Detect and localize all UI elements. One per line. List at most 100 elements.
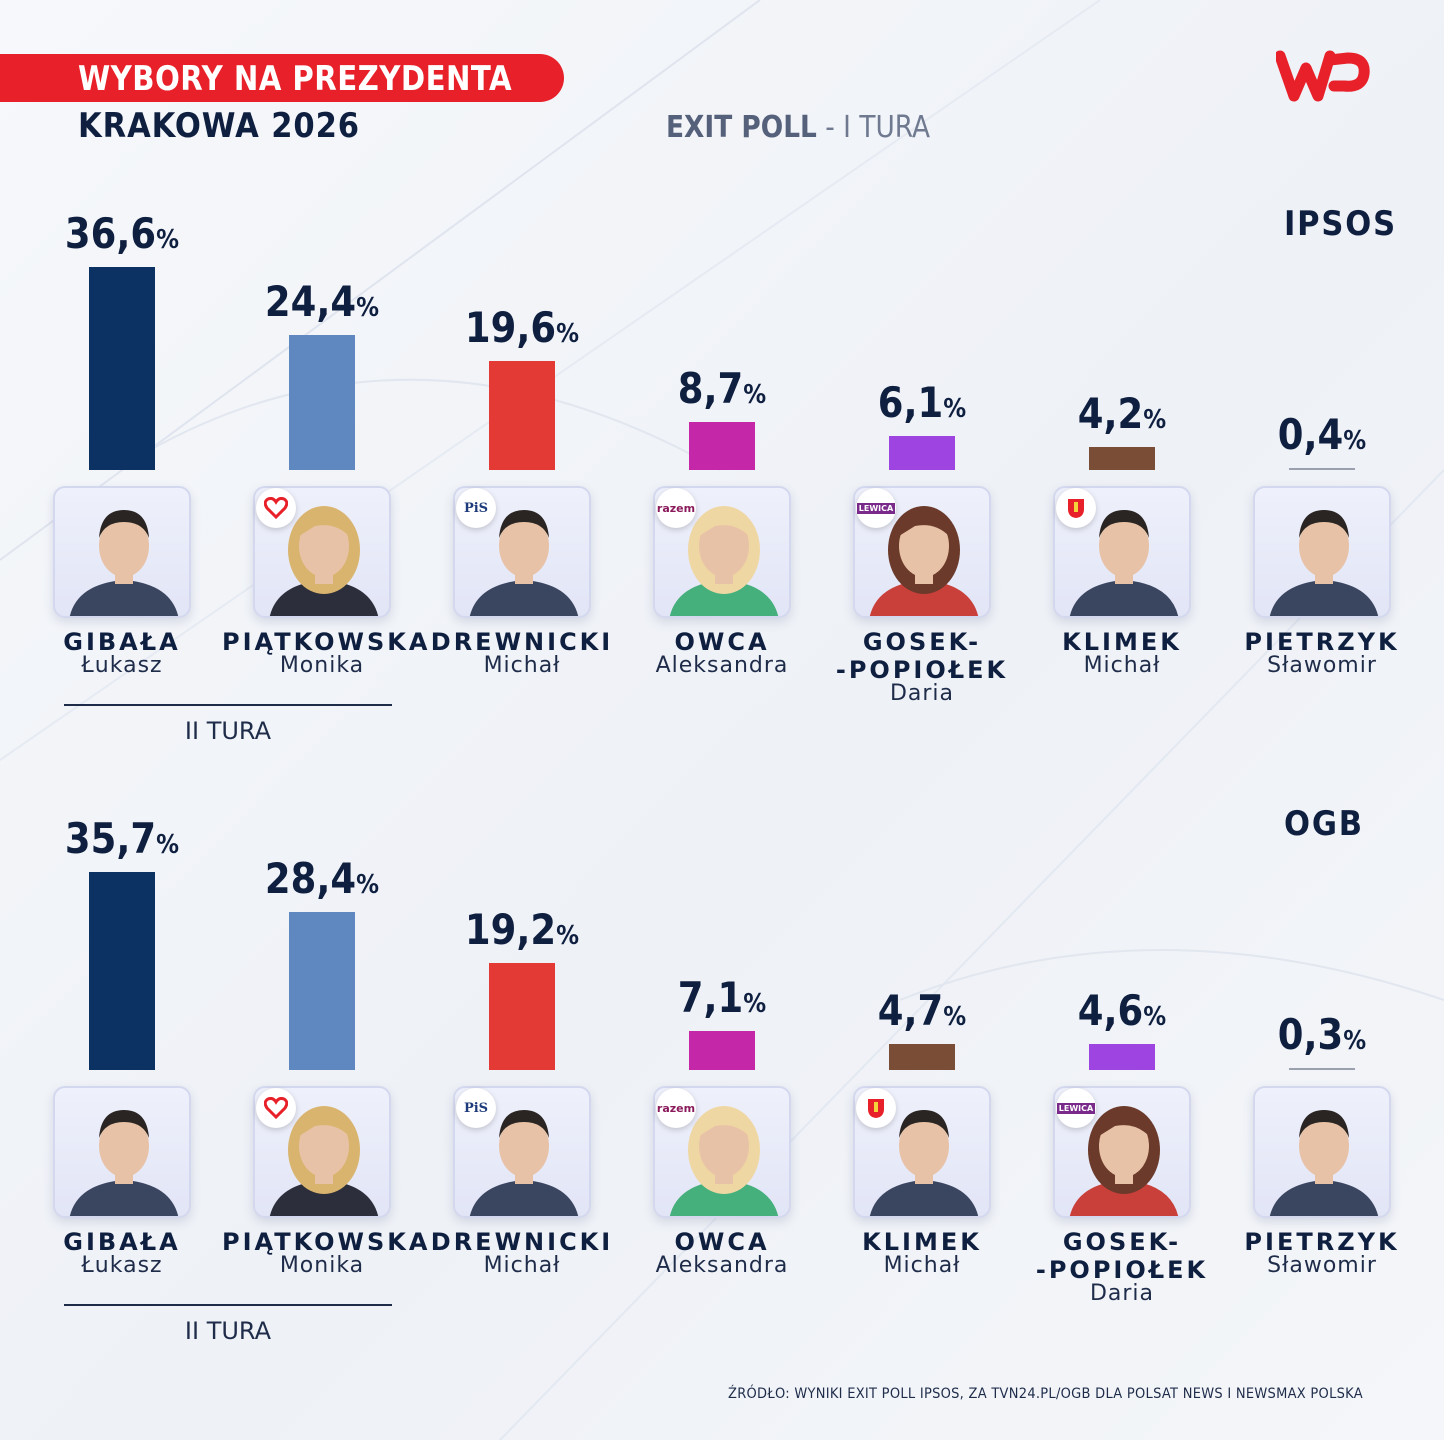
value-label: 4,2% <box>1034 389 1210 439</box>
party-logo-icon: LEWICA <box>856 488 896 528</box>
candidate-photo <box>1253 486 1391 618</box>
value-label: 0,3% <box>1234 1010 1410 1060</box>
party-logo-icon <box>856 1088 896 1128</box>
party-logo-icon: PiS <box>456 488 496 528</box>
title-banner <box>0 54 564 102</box>
pollster-ipsos: IPSOS <box>1284 204 1397 244</box>
bar <box>89 266 155 470</box>
candidate-firstname: Sławomir <box>1267 653 1377 678</box>
source-note: ŹRÓDŁO: WYNIKI EXIT POLL IPSOS, ZA TVN24… <box>728 1386 1363 1402</box>
percent-sign: % <box>943 1001 967 1032</box>
candidate-column: 28,4% PIĄTKOWSKA Monika <box>222 600 427 1278</box>
bar <box>489 361 555 470</box>
value-number: 36,6 <box>64 208 157 258</box>
subtitle-light: - I TURA <box>816 110 931 145</box>
candidate-surname: OWCA <box>674 1228 770 1256</box>
value-number: 4,6 <box>1077 986 1144 1036</box>
percent-sign: % <box>743 988 767 1019</box>
value-label: 28,4% <box>234 854 410 904</box>
bar <box>1289 467 1355 470</box>
candidate-firstname: Monika <box>279 1253 365 1278</box>
value-label: 36,6% <box>34 209 210 259</box>
candidate-column: 19,6% PiS DREWNICKI Michał <box>422 0 622 678</box>
value-label: 4,7% <box>834 986 1010 1036</box>
candidate-surname: PIETRZYK <box>1244 1228 1400 1256</box>
candidate-firstname: Łukasz <box>81 1253 163 1278</box>
percent-sign: % <box>156 829 180 860</box>
candidate-firstname: Aleksandra <box>655 653 789 678</box>
candidate-column: 8,7% razem OWCA Aleksandra <box>622 0 822 678</box>
party-logo-icon: LEWICA <box>1056 1088 1096 1128</box>
value-label: 19,6% <box>434 303 610 353</box>
runoff-label: II TURA <box>184 1317 272 1345</box>
candidate-firstname: Michał <box>483 653 561 678</box>
runoff-divider <box>64 1304 392 1306</box>
party-logo-icon <box>256 1088 296 1128</box>
candidate-surname: PIĄTKOWSKA <box>222 1228 431 1256</box>
candidate-column: 24,4% PIĄTKOWSKA Monika <box>222 0 427 678</box>
value-number: 35,7 <box>64 813 157 863</box>
candidate-firstname: Sławomir <box>1267 1253 1377 1278</box>
runoff-label: II TURA <box>184 717 272 745</box>
value-number: 6,1 <box>877 378 944 428</box>
candidate-firstname: Michał <box>1083 653 1161 678</box>
party-logo-icon <box>256 488 296 528</box>
candidate-surname: OWCA <box>674 628 770 656</box>
candidate-photo <box>53 1086 191 1218</box>
percent-sign: % <box>1343 1026 1367 1056</box>
candidate-column: 19,2% PiS DREWNICKI Michał <box>422 600 622 1278</box>
candidate-column: 7,1% razem OWCA Aleksandra <box>622 600 822 1278</box>
percent-sign: % <box>356 292 380 323</box>
candidate-photo <box>1053 486 1191 618</box>
party-logo-icon: razem <box>656 488 696 528</box>
chart-ogb: 35,7% GIBAŁA Łukasz 28,4% PIĄTKOWSKA Monika 19… <box>0 600 1444 1345</box>
percent-sign: % <box>156 224 180 255</box>
candidate-column: 35,7% GIBAŁA Łukasz <box>22 600 222 1278</box>
party-logo-icon <box>1056 488 1096 528</box>
value-label: 7,1% <box>634 973 810 1023</box>
candidate-column: 4,2% KLIMEK Michał <box>1022 0 1222 678</box>
bar <box>889 436 955 470</box>
candidate-photo <box>853 486 991 618</box>
page-title: WYBORY NA PREZYDENTA <box>78 59 513 99</box>
chart-ipsos: 36,6% GIBAŁA Łukasz 24,4% PIĄTKOWSKA Monika 19… <box>0 0 1444 745</box>
value-label: 8,7% <box>634 364 810 414</box>
value-label: 19,2% <box>434 905 610 955</box>
bar <box>289 912 355 1070</box>
value-number: 19,2 <box>464 905 557 955</box>
percent-sign: % <box>556 921 580 952</box>
value-number: 4,2 <box>1077 388 1144 438</box>
candidate-surname: DREWNICKI <box>430 1228 614 1256</box>
candidate-surname-cont: -POPIOŁEK <box>1035 1256 1209 1284</box>
candidate-surname: GOSEK- <box>862 628 982 656</box>
bar <box>89 871 155 1070</box>
value-label: 35,7% <box>34 814 210 864</box>
candidate-firstname: Aleksandra <box>655 1253 789 1278</box>
value-number: 0,3 <box>1277 1010 1344 1059</box>
candidate-surname: PIETRZYK <box>1244 628 1400 656</box>
candidate-firstname: Daria <box>1089 1281 1155 1306</box>
candidate-column: 0,3% PIETRZYK Sławomir <box>1222 600 1422 1278</box>
percent-sign: % <box>356 870 380 901</box>
bar <box>289 334 355 470</box>
bar <box>1089 1044 1155 1070</box>
value-number: 24,4 <box>264 276 357 326</box>
candidate-photo <box>53 486 191 618</box>
percent-sign: % <box>1343 425 1367 456</box>
candidate-firstname: Michał <box>883 1253 961 1278</box>
subtitle-strong: EXIT POLL <box>666 110 817 145</box>
value-label: 0,4% <box>1234 410 1410 460</box>
candidate-column: 36,6% GIBAŁA Łukasz <box>22 0 222 678</box>
bar <box>689 421 755 470</box>
candidate-firstname: Łukasz <box>81 653 163 678</box>
bar <box>889 1043 955 1070</box>
candidate-firstname: Monika <box>279 653 365 678</box>
bar <box>1089 446 1155 470</box>
bar <box>689 1030 755 1070</box>
wp-logo-icon <box>1276 50 1370 102</box>
candidate-surname: GOSEK- <box>1062 1228 1182 1256</box>
candidate-surname: KLIMEK <box>1062 628 1182 656</box>
value-label: 4,6% <box>1034 986 1210 1036</box>
candidate-surname: GIBAŁA <box>63 1228 181 1256</box>
value-number: 8,7 <box>677 363 744 413</box>
